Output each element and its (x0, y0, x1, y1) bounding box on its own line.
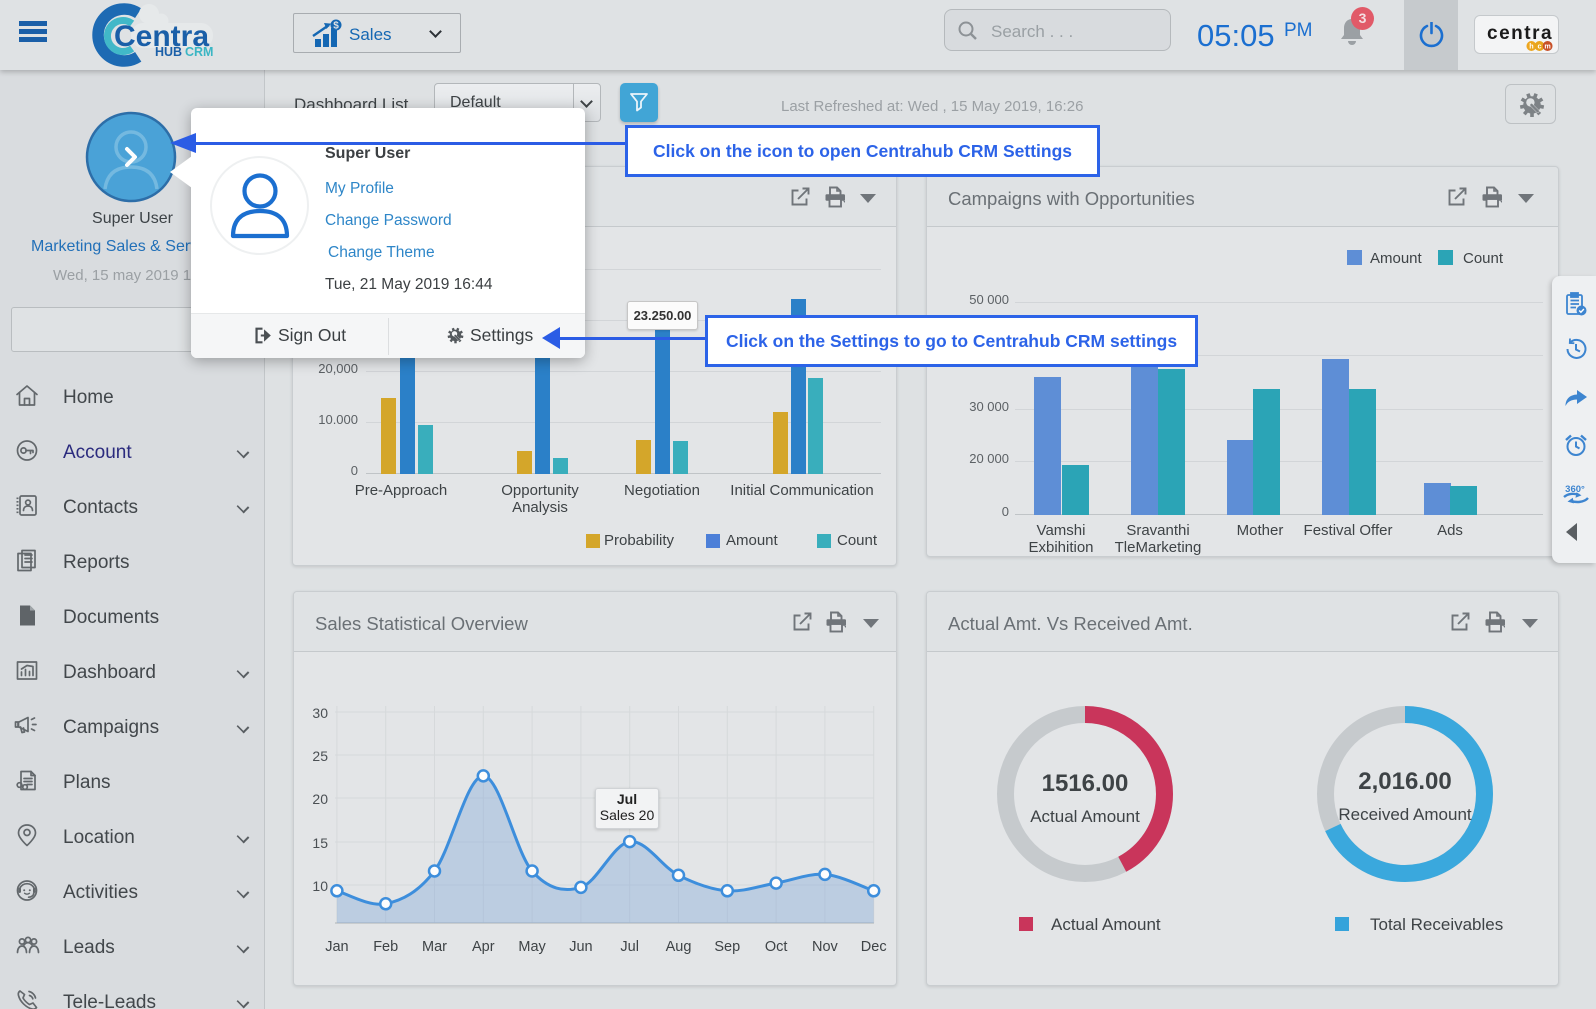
svg-text:c: c (1538, 42, 1542, 51)
svg-text:360°: 360° (1565, 484, 1585, 495)
svg-text:15: 15 (312, 835, 328, 851)
svg-text:Dec: Dec (861, 939, 887, 955)
svg-text:25: 25 (312, 748, 328, 764)
svg-text:Jul: Jul (620, 939, 639, 955)
svg-text:10: 10 (312, 878, 328, 894)
svg-text:Sep: Sep (714, 939, 740, 955)
svg-text:Feb: Feb (373, 939, 398, 955)
svg-text:m: m (1544, 42, 1550, 51)
svg-text:CRM: CRM (185, 45, 213, 59)
svg-text:Jun: Jun (569, 939, 592, 955)
svg-text:Oct: Oct (765, 939, 788, 955)
svg-text:HUB: HUB (155, 45, 182, 59)
svg-text:h: h (1529, 42, 1533, 51)
svg-text:Apr: Apr (472, 939, 495, 955)
svg-text:$: $ (333, 21, 339, 32)
svg-text:20: 20 (312, 791, 328, 807)
svg-text:Nov: Nov (812, 939, 839, 955)
svg-text:May: May (518, 939, 546, 955)
svg-text:Jan: Jan (325, 939, 348, 955)
svg-text:Mar: Mar (422, 939, 447, 955)
svg-text:Aug: Aug (666, 939, 692, 955)
svg-text:30: 30 (312, 705, 328, 721)
svg-text:Centra: Centra (114, 20, 209, 53)
